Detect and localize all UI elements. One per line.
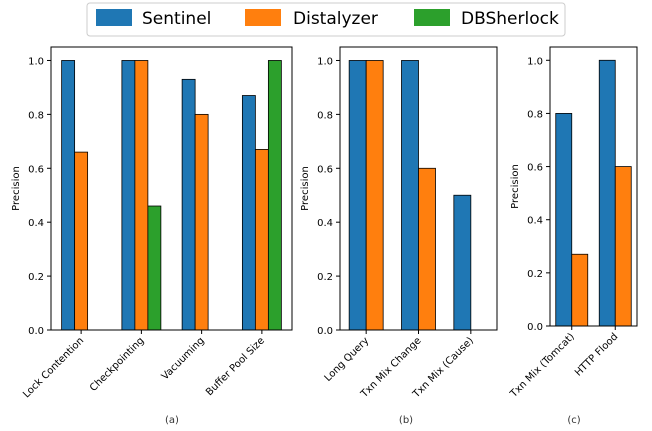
bar-sentinel-vacuuming xyxy=(181,78,196,331)
x-tick-label-lock-contention: Lock Contention xyxy=(21,335,86,400)
y-tick-label: 0.2 xyxy=(28,272,44,283)
legend-label-sentinel: Sentinel xyxy=(142,9,211,29)
bar-distalyzer-lock-contention xyxy=(74,151,89,331)
bar-dbsherlock-checkpointing xyxy=(147,205,162,331)
y-tick-label: 0.2 xyxy=(317,272,333,283)
bar-dbsherlock-buffer-pool-size xyxy=(267,60,282,331)
x-tick-label-txn-mix-tomcat: Txn Mix (Tomcat) xyxy=(508,331,577,400)
y-tick-label: 1.0 xyxy=(527,56,543,67)
y-tick-label: 0.4 xyxy=(317,218,333,229)
y-tick-label: 1.0 xyxy=(317,56,333,67)
y-tick-label: 0.6 xyxy=(28,164,44,175)
legend-swatch-sentinel xyxy=(96,9,132,26)
panel-label: (c) xyxy=(567,415,580,426)
y-tick-label: 1.0 xyxy=(28,56,44,67)
legend-item-distalyzer: Distalyzer xyxy=(245,9,378,29)
y-tick-label: 0.2 xyxy=(527,269,543,280)
legend-label-distalyzer: Distalyzer xyxy=(293,9,378,29)
x-tick-label-checkpointing: Checkpointing xyxy=(88,335,147,394)
panel-label: (b) xyxy=(399,415,413,426)
bar-distalyzer-checkpointing xyxy=(134,60,149,331)
bar-sentinel-txn-mix-tomcat xyxy=(555,113,573,327)
legend-swatch-dbsherlock xyxy=(414,9,450,26)
chart-panel-c: 0.0 0.2 0.4 0.6 0.8 1.0 Precision Txn Mix (Tomc… xyxy=(508,46,638,426)
chart-panel-a: 0.0 0.2 0.4 0.6 0.8 1.0 Precision Lock Contenti… xyxy=(11,46,293,426)
legend-label-dbsherlock: DBSherlock xyxy=(461,9,559,29)
bar-distalyzer-txn-mix-change xyxy=(418,167,436,331)
legend-item-sentinel: Sentinel xyxy=(96,9,211,29)
y-tick-label: 0.0 xyxy=(527,322,543,333)
y-tick-label: 0.0 xyxy=(28,326,44,337)
y-tick-label: 0.0 xyxy=(317,326,333,337)
axes-frame xyxy=(549,46,638,327)
y-tick-label: 0.4 xyxy=(527,216,543,227)
y-tick-label: 0.8 xyxy=(28,110,44,121)
axes-frame xyxy=(339,46,498,331)
y-axis-label: Precision xyxy=(510,164,521,209)
bar-distalyzer-long-query xyxy=(365,60,384,331)
y-axis-label: Precision xyxy=(11,166,22,211)
y-tick-label: 0.8 xyxy=(527,109,543,120)
bar-sentinel-http-flood xyxy=(598,59,616,327)
y-tick-label: 0.4 xyxy=(28,218,44,229)
bar-distalyzer-vacuuming xyxy=(194,113,209,331)
bar-sentinel-buffer-pool-size xyxy=(241,95,256,331)
x-tick-label-long-query: Long Query xyxy=(323,335,372,384)
bar-sentinel-lock-contention xyxy=(61,60,76,331)
y-tick-label: 0.6 xyxy=(527,163,543,174)
bar-distalyzer-txn-mix-tomcat xyxy=(571,253,589,327)
x-tick-label-vacuuming: Vacuuming xyxy=(160,335,207,382)
x-tick-label-http-flood: HTTP Flood xyxy=(573,331,620,378)
y-axis-label: Precision xyxy=(300,166,311,211)
legend-item-dbsherlock: DBSherlock xyxy=(414,9,559,29)
legend-swatch-distalyzer xyxy=(245,9,281,26)
y-tick-label: 0.6 xyxy=(317,164,333,175)
x-tick-label-buffer-pool-size: Buffer Pool Size xyxy=(204,335,267,398)
bar-sentinel-txn-mix-change xyxy=(401,60,419,331)
legend: Sentinel Distalyzer DBSherlock xyxy=(86,2,566,37)
axes-frame xyxy=(50,46,293,331)
panel-label: (a) xyxy=(165,415,179,426)
bar-distalyzer-http-flood xyxy=(614,166,632,327)
bar-sentinel-long-query xyxy=(348,60,367,331)
bar-sentinel-checkpointing xyxy=(121,60,136,331)
bar-distalyzer-buffer-pool-size xyxy=(254,149,269,331)
bar-sentinel-txn-mix-cause xyxy=(453,194,472,331)
y-tick-label: 0.8 xyxy=(317,110,333,121)
